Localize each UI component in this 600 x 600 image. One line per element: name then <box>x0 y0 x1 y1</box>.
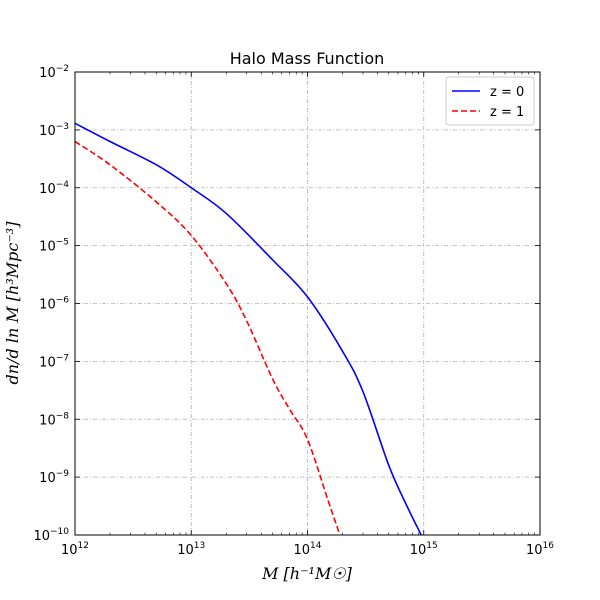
y-tick-label-exponent: −2 <box>56 64 69 74</box>
x-tick-label-base: 10 <box>526 543 543 558</box>
x-tick-label: 1014 <box>294 541 322 558</box>
x-tick-label-exponent: 12 <box>78 541 89 551</box>
x-tick-label: 1015 <box>410 541 438 558</box>
y-tick-label-base: 10 <box>39 413 56 428</box>
series-line-z-0 <box>75 122 422 535</box>
x-tick-label: 1013 <box>177 541 205 558</box>
x-tick-label-base: 10 <box>294 543 311 558</box>
x-tick-label-exponent: 13 <box>194 541 205 551</box>
legend-label-z-1: z = 1 <box>490 105 524 120</box>
y-tick-label: 10−5 <box>39 238 69 255</box>
y-tick-label-base: 10 <box>39 355 56 370</box>
series-line-z-1 <box>75 140 341 535</box>
legend: z = 0 z = 1 <box>445 76 535 126</box>
legend-box <box>445 76 535 126</box>
y-tick-label-base: 10 <box>33 529 50 544</box>
y-tick-label-exponent: −7 <box>56 353 69 363</box>
x-tick-label: 1016 <box>526 541 554 558</box>
y-tick-label: 10−2 <box>39 64 69 81</box>
y-tick-label-base: 10 <box>39 182 56 197</box>
y-tick-label-base: 10 <box>39 298 56 313</box>
x-tick-label-exponent: 16 <box>543 541 555 551</box>
y-tick-label-exponent: −10 <box>50 527 69 537</box>
y-tick-label-exponent: −8 <box>56 411 70 421</box>
y-tick-label-exponent: −9 <box>56 469 70 479</box>
x-axis-label: M [h⁻¹M☉] <box>261 564 353 583</box>
grid-lines <box>75 72 540 535</box>
y-tick-label: 10−4 <box>39 180 69 197</box>
y-tick-label: 10−3 <box>39 122 69 139</box>
y-tick-label: 10−8 <box>39 411 69 428</box>
y-tick-label-base: 10 <box>39 471 56 486</box>
y-tick-label-exponent: −5 <box>56 238 69 248</box>
x-tick-labels: 1012 1013 1014 1015 1016 <box>61 541 554 558</box>
x-tick-label-exponent: 14 <box>310 541 322 551</box>
y-tick-label-exponent: −4 <box>56 180 70 190</box>
chart-title: Halo Mass Function <box>230 49 385 68</box>
x-tick-label-base: 10 <box>61 543 78 558</box>
x-tick-label: 1012 <box>61 541 89 558</box>
y-axis-label: dn/d ln M [h³Mpc⁻³] <box>3 221 22 385</box>
y-tick-label-base: 10 <box>39 124 56 139</box>
series-group <box>75 122 422 535</box>
x-tick-label-exponent: 15 <box>426 541 437 551</box>
tick-marks <box>74 71 541 536</box>
y-tick-label: 10−6 <box>39 296 69 313</box>
y-tick-label-exponent: −6 <box>56 296 70 306</box>
y-tick-label: 10−7 <box>39 353 69 370</box>
y-tick-label: 10−9 <box>39 469 69 486</box>
y-tick-label: 10−10 <box>33 527 69 544</box>
legend-label-z-0: z = 0 <box>490 85 524 100</box>
x-tick-label-base: 10 <box>410 543 427 558</box>
x-tick-label-base: 10 <box>177 543 194 558</box>
y-tick-label-base: 10 <box>39 66 56 81</box>
y-tick-label-exponent: −3 <box>56 122 69 132</box>
y-tick-label-base: 10 <box>39 240 56 255</box>
